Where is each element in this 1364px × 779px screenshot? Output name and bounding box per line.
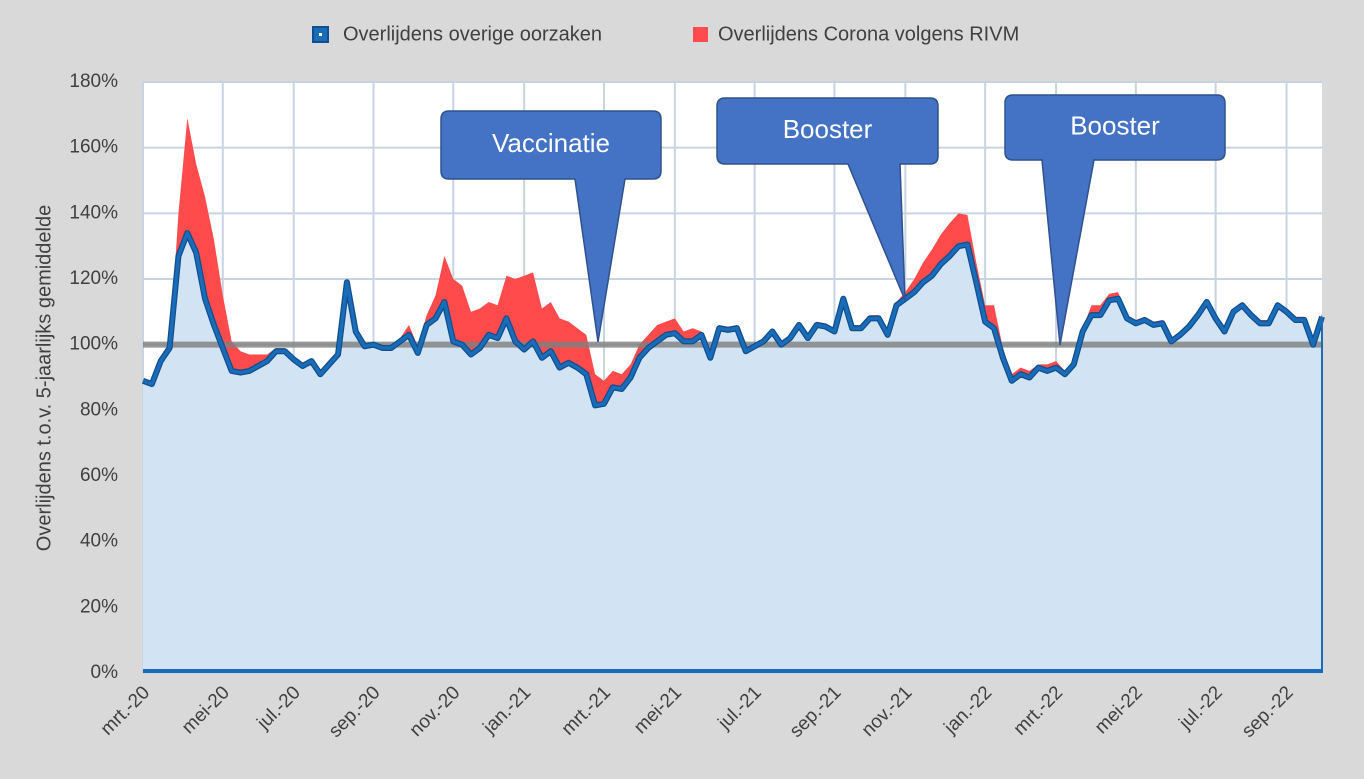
annotation: Booster bbox=[783, 114, 873, 144]
y-tick-label: 100% bbox=[69, 334, 118, 355]
annotation: Booster bbox=[1070, 110, 1160, 140]
y-tick-label: 180% bbox=[69, 71, 118, 92]
y-tick-label: 0% bbox=[91, 662, 119, 683]
y-tick-label: 40% bbox=[80, 531, 118, 552]
callout bbox=[716, 97, 939, 301]
line bbox=[142, 231, 1324, 408]
y-tick-label: 60% bbox=[80, 465, 118, 486]
callout bbox=[1004, 94, 1226, 346]
legend-marker bbox=[693, 27, 708, 42]
annotation: Vaccinatie bbox=[492, 128, 610, 158]
y-tick-label: 140% bbox=[69, 202, 118, 223]
y-tick-label: 120% bbox=[69, 268, 118, 289]
legend-marker-dot bbox=[319, 33, 322, 36]
y-tick-label: 20% bbox=[80, 596, 118, 617]
legend-label: Overlijdens overige oorzaken bbox=[343, 23, 602, 45]
y-axis-title: Overlijdens t.o.v. 5-jaarlijks gemiddeld… bbox=[33, 205, 55, 551]
y-tick-label: 160% bbox=[69, 137, 118, 158]
legend-label: Overlijdens Corona volgens RIVM bbox=[718, 23, 1019, 45]
y-tick-label: 80% bbox=[80, 399, 118, 420]
callout bbox=[440, 110, 662, 343]
